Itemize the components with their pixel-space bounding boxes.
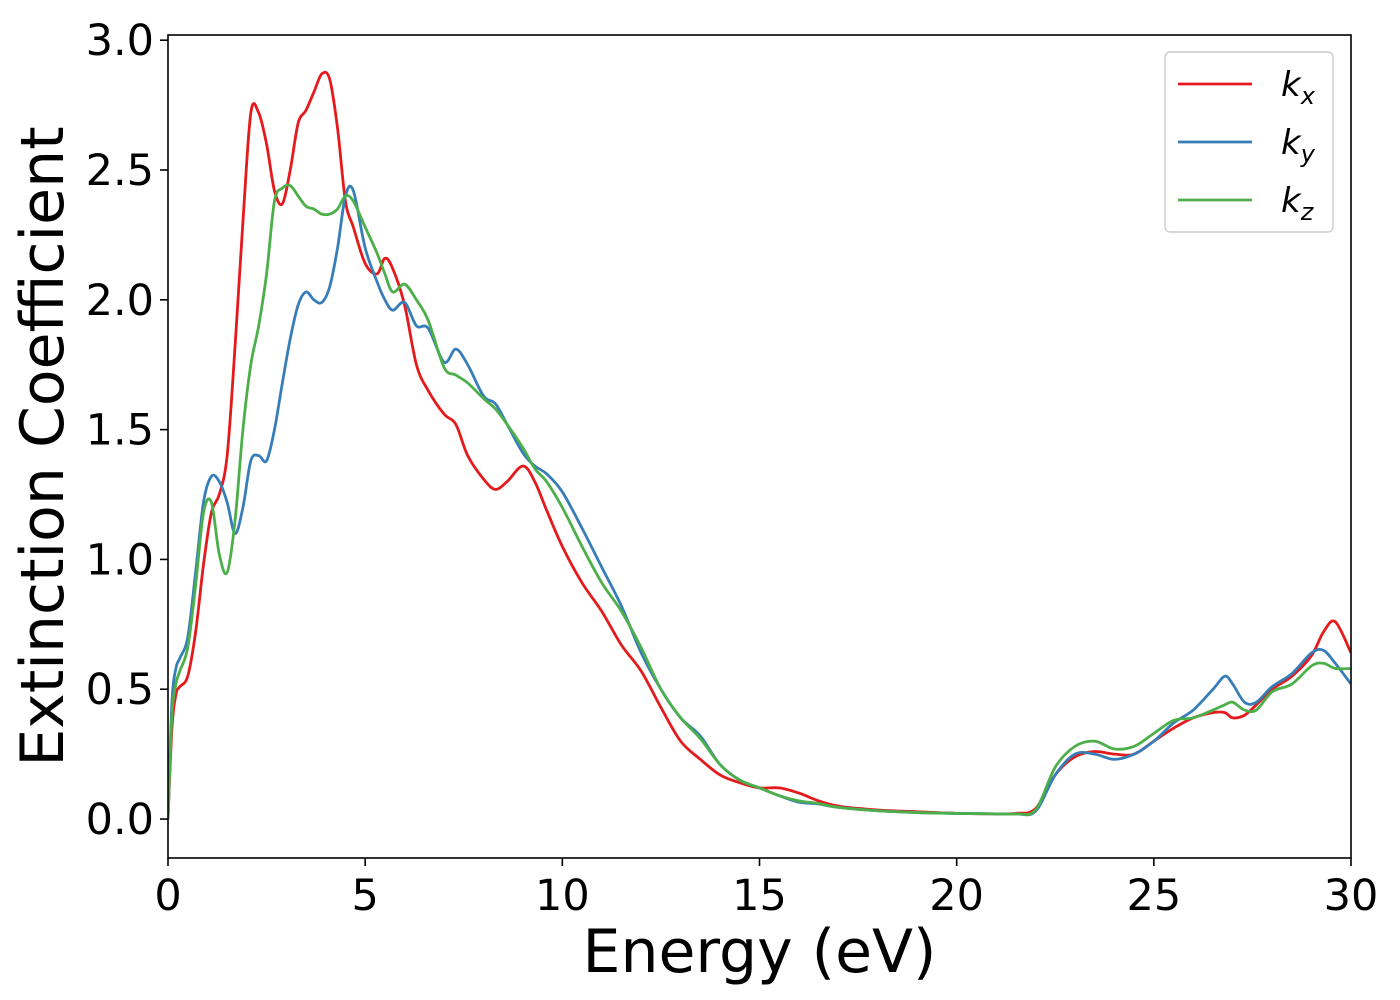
legend-label-main: k — [1281, 181, 1302, 221]
y-tick-label: 1.5 — [86, 406, 154, 456]
legend-label-z: kz — [1281, 181, 1315, 226]
y-tick-label: 1.0 — [86, 535, 154, 585]
legend-label-y: ky — [1281, 123, 1316, 168]
legend-label-subscript: y — [1300, 140, 1316, 168]
series-line-z — [168, 183, 1351, 820]
legend-label-main: k — [1281, 123, 1302, 163]
x-axis-title: Energy (eV) — [583, 917, 937, 987]
legend-label-x: kx — [1281, 65, 1316, 110]
y-tick-label: 0.5 — [86, 665, 154, 715]
plot-series-group — [168, 70, 1351, 820]
x-tick-label: 10 — [535, 871, 590, 921]
y-tick-label: 0.0 — [86, 795, 154, 845]
y-tick-label: 2.5 — [86, 146, 154, 196]
x-tick-label: 20 — [929, 871, 984, 921]
legend-label-main: k — [1281, 65, 1302, 105]
legend-label-subscript: z — [1300, 198, 1315, 226]
legend-label-subscript: x — [1300, 82, 1316, 110]
y-axis-title: Extinction Coefficient — [8, 126, 78, 766]
x-tick-label: 25 — [1126, 871, 1181, 921]
y-axis: 0.0 0.5 1.0 1.5 2.0 2.5 3.0 — [86, 16, 168, 845]
y-tick-label: 3.0 — [86, 16, 154, 66]
x-tick-label: 30 — [1324, 871, 1379, 921]
x-tick-label: 15 — [732, 871, 787, 921]
x-tick-label: 0 — [154, 871, 181, 921]
y-tick-label: 2.0 — [86, 276, 154, 326]
x-tick-label: 5 — [351, 871, 378, 921]
x-axis: 0 5 10 15 20 25 30 — [154, 858, 1378, 921]
series-line-y — [168, 184, 1351, 820]
